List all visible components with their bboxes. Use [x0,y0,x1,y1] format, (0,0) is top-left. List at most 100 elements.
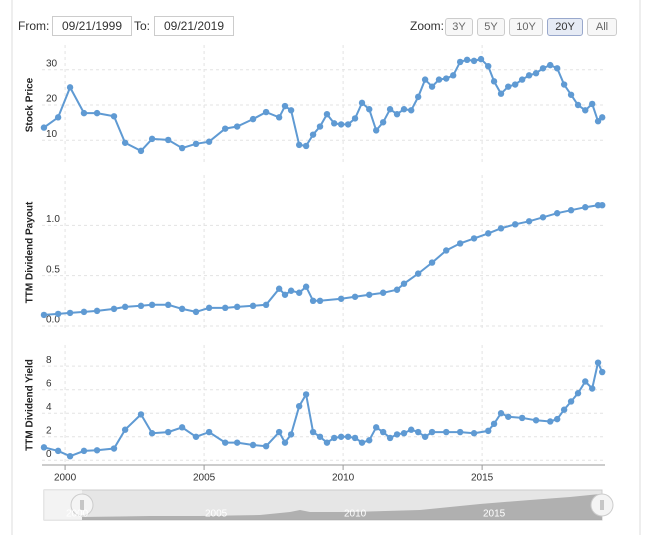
point [66,309,74,317]
point [316,297,324,305]
y-tick-label: 0.0 [46,315,60,326]
point [497,225,505,232]
point [275,114,283,121]
point [400,106,408,113]
point [435,76,443,83]
point [421,433,429,440]
x-tick-label: 2015 [471,473,494,484]
point [443,247,450,254]
x-tick-label: 2000 [54,473,77,484]
point [323,439,331,446]
point [366,106,373,113]
point [582,107,589,114]
point [567,398,575,405]
zoom-button[interactable]: 5Y [477,18,505,36]
point [323,110,331,118]
y-axis-title: TTM Dividend Payout [25,201,36,303]
point [233,123,241,130]
point [456,58,464,66]
point [400,280,408,287]
to-label: To: [134,19,151,33]
point [275,428,283,436]
point [386,434,394,442]
point [443,75,450,82]
point [449,72,457,79]
zoom-label: Zoom: [410,19,445,33]
point [358,439,366,446]
point [262,108,270,116]
point [532,417,540,424]
to-input[interactable]: 09/21/2019 [154,16,234,36]
point [192,433,200,440]
point [511,81,519,88]
point [222,125,229,132]
point [518,76,526,83]
point [393,286,401,293]
point [574,390,582,397]
navigator-label: 2010 [344,509,367,520]
point [316,123,324,130]
point [358,99,366,107]
y-tick-label: 1.0 [46,214,60,225]
point [567,207,575,214]
point [532,70,540,77]
point [547,418,554,425]
y-tick-label: 0.5 [46,264,60,275]
zoom-button[interactable]: 3Y [445,18,473,36]
point [470,235,478,242]
point [574,101,582,109]
y-tick-label: 0 [46,449,52,460]
point [414,93,422,101]
point [485,62,492,70]
y-axis-title: TTM Dividend Yield [25,359,36,451]
point [66,84,74,91]
point [192,140,200,148]
point [205,428,213,436]
point [408,426,415,433]
point [408,107,415,114]
point [295,141,303,149]
point [178,424,186,431]
point [594,118,602,125]
point [539,214,547,221]
point [485,427,492,435]
from-input[interactable]: 09/21/1999 [52,16,132,36]
point [525,218,533,225]
zoom-button[interactable]: 10Y [509,18,543,36]
point [287,287,295,294]
point [599,114,606,121]
point [337,433,345,440]
point [110,305,118,313]
point [379,289,387,296]
point [66,452,74,460]
point [599,201,606,209]
point [344,121,352,128]
navigator-label: 2000 [66,509,89,520]
zoom-button[interactable]: 20Y [547,18,583,36]
point [366,437,373,444]
point [93,307,101,315]
y-tick-label: 4 [46,402,52,413]
point [137,411,145,418]
zoom-button[interactable]: All [587,18,617,36]
point [302,391,310,398]
point [351,434,359,442]
point [309,297,317,305]
point [463,56,471,64]
point [456,428,464,436]
point [599,368,606,376]
point [287,431,295,438]
point [262,442,270,450]
point [560,81,568,88]
navigator-handle[interactable] [590,493,614,517]
point [443,428,450,436]
point [379,428,387,436]
y-axis-title: Stock Price [25,77,36,132]
point [165,301,172,309]
point [428,83,436,90]
navigator-handle[interactable] [70,493,94,517]
point [477,55,485,63]
point [316,433,324,440]
point [309,428,317,436]
